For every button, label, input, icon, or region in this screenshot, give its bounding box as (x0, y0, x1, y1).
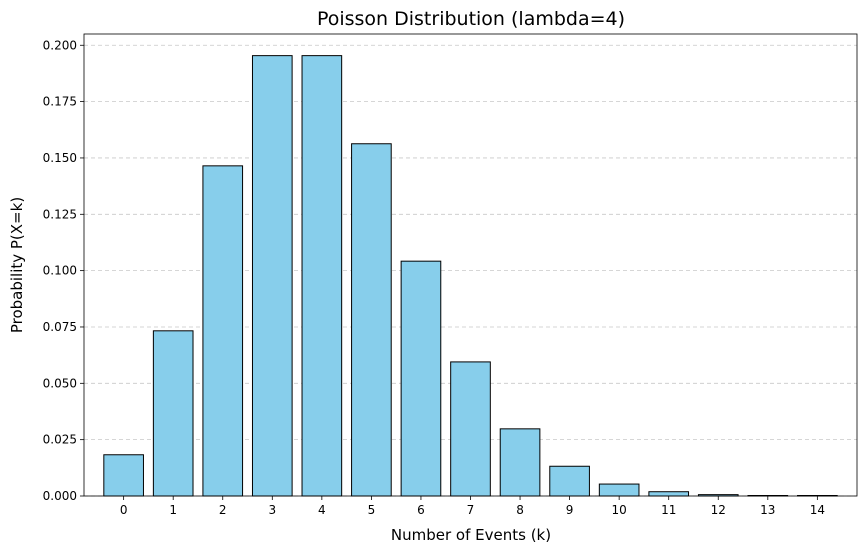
axes (80, 33, 858, 500)
bar-k-3 (251, 55, 293, 497)
x-tick-label: 13 (760, 503, 775, 517)
x-tick-label: 8 (516, 503, 524, 517)
y-tick-label: 0.075 (43, 320, 77, 334)
y-tick-label: 0.125 (43, 207, 77, 221)
plot-frame (83, 33, 858, 497)
y-tick-label: 0.050 (43, 376, 77, 390)
x-tick-label: 0 (120, 503, 128, 517)
bar-k-0 (103, 454, 144, 497)
bar-k-2 (202, 165, 244, 497)
x-tick-label: 11 (661, 503, 676, 517)
bar-k-5 (351, 143, 392, 497)
x-tick-label: 10 (612, 503, 627, 517)
bars (103, 55, 838, 497)
tick-labels: 0.000 0.025 0.050 0.075 0.100 0.125 0.150 0.175… (43, 38, 825, 517)
bar-k-1 (152, 330, 194, 497)
bar-k-4 (301, 55, 343, 497)
x-tick-label: 5 (368, 503, 376, 517)
x-tick-label: 12 (711, 503, 726, 517)
x-tick-label: 1 (169, 503, 177, 517)
x-tick-label: 14 (810, 503, 825, 517)
y-axis-label: Probability P(X=k) (8, 197, 26, 333)
x-axis-label: Number of Events (k) (391, 526, 551, 544)
x-tick-label: 2 (219, 503, 227, 517)
y-tick-label: 0.025 (43, 433, 77, 447)
bar-k-8 (499, 428, 541, 497)
y-tick-label: 0.150 (43, 151, 77, 165)
x-tick-label: 3 (268, 503, 276, 517)
y-tick-label: 0.000 (43, 489, 77, 503)
x-tick-label: 7 (467, 503, 475, 517)
bar-k-9 (549, 465, 590, 497)
bar-k-6 (400, 260, 442, 497)
bar-k-11 (648, 491, 690, 497)
y-tick-label: 0.175 (43, 95, 77, 109)
bar-k-10 (598, 483, 640, 497)
chart-title: Poisson Distribution (lambda=4) (317, 8, 625, 30)
x-tick-label: 9 (566, 503, 574, 517)
x-tick-label: 4 (318, 503, 326, 517)
y-tick-label: 0.100 (43, 264, 77, 278)
bar-k-7 (450, 361, 491, 497)
y-tick-label: 0.200 (43, 38, 77, 52)
x-tick-label: 6 (417, 503, 425, 517)
